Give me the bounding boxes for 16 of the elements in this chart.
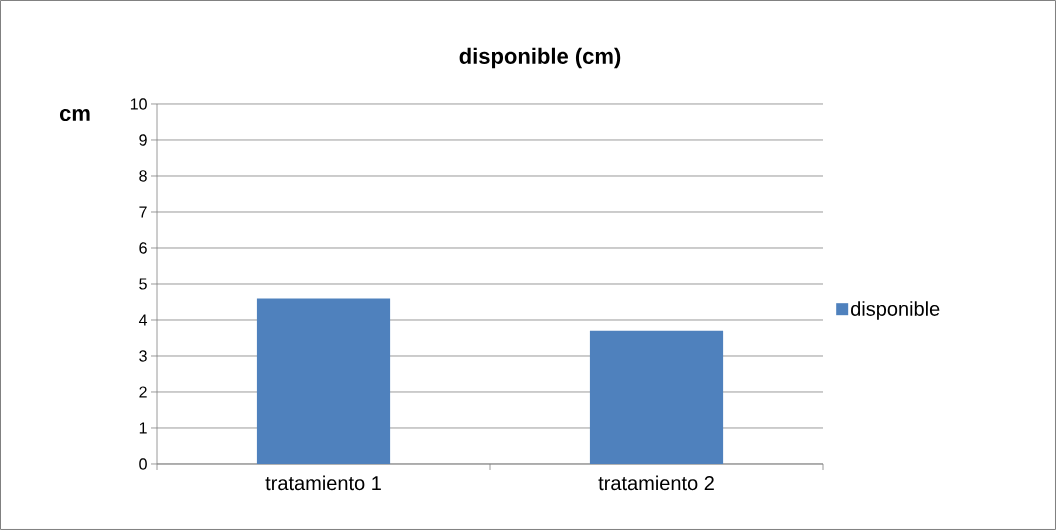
y-tick-label: 4 xyxy=(138,314,148,326)
y-tick-label: 2 xyxy=(139,386,147,398)
y-tick-label: 10 xyxy=(130,98,147,110)
y-tick-label: 5 xyxy=(139,278,147,290)
y-tick-label: 1 xyxy=(139,422,147,434)
y-tick-label: 0 xyxy=(139,458,147,470)
y-tick-label: 7 xyxy=(139,206,147,218)
legend-label: disponible xyxy=(851,301,940,320)
x-tick-label: tratamiento 1 xyxy=(265,475,381,491)
y-tick-label: 8 xyxy=(139,170,147,182)
chart-title: disponible (cm) xyxy=(459,47,621,69)
y-tick-label: 6 xyxy=(139,242,147,254)
x-tick-label: tratamiento 2 xyxy=(598,475,714,491)
y-tick-label: 9 xyxy=(139,134,147,146)
y-axis-title: cm xyxy=(59,108,90,122)
y-tick-label: 3 xyxy=(139,350,147,362)
